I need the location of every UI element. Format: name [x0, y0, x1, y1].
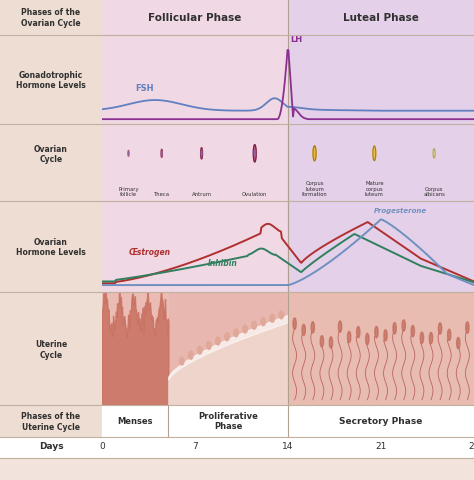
Text: 21: 21 [375, 441, 387, 450]
Ellipse shape [356, 327, 360, 338]
Bar [0, 125, 102, 202]
Ellipse shape [338, 321, 342, 333]
Ellipse shape [252, 322, 256, 330]
Ellipse shape [254, 151, 255, 157]
Ellipse shape [279, 311, 283, 319]
Bar [102, 0, 288, 36]
Text: 28: 28 [468, 441, 474, 450]
Bar [0, 0, 102, 36]
Bar [288, 36, 474, 125]
Ellipse shape [347, 332, 351, 343]
Ellipse shape [365, 334, 369, 345]
Bar [102, 202, 288, 293]
Text: Ovarian
Hormone Levels: Ovarian Hormone Levels [16, 238, 86, 257]
Ellipse shape [198, 347, 202, 354]
Text: Phases of the
Ovarian Cycle: Phases of the Ovarian Cycle [21, 8, 81, 28]
Text: Follicular Phase: Follicular Phase [148, 13, 242, 23]
Ellipse shape [393, 323, 396, 334]
Ellipse shape [375, 327, 378, 338]
Text: LH: LH [291, 35, 303, 44]
Ellipse shape [216, 337, 220, 345]
Bar [288, 125, 474, 202]
Ellipse shape [456, 338, 460, 349]
Text: Mature
corpus
luteum: Mature corpus luteum [365, 180, 384, 197]
Text: Theca: Theca [154, 192, 170, 197]
Bar [288, 293, 474, 406]
Bar [102, 125, 288, 202]
Ellipse shape [329, 337, 333, 348]
Ellipse shape [270, 314, 274, 323]
Text: Gonadotrophic
Hormone Levels: Gonadotrophic Hormone Levels [16, 71, 86, 90]
Bar [102, 406, 474, 437]
Text: 0: 0 [99, 441, 105, 450]
Text: Corpus
albicans: Corpus albicans [423, 186, 445, 197]
Bar [0, 406, 102, 437]
Text: Proliferative
Phase: Proliferative Phase [198, 411, 258, 430]
Text: Inhibin: Inhibin [208, 258, 238, 267]
Ellipse shape [243, 325, 247, 333]
Text: Corpus
luteum
formation: Corpus luteum formation [301, 180, 328, 197]
Text: Ovulation: Ovulation [242, 192, 267, 197]
Bar [0, 293, 102, 406]
Bar [288, 0, 474, 36]
Ellipse shape [433, 149, 435, 158]
Ellipse shape [201, 152, 202, 156]
Text: Primary
follicle: Primary follicle [118, 186, 139, 197]
Ellipse shape [411, 326, 414, 337]
Text: Menses: Menses [118, 416, 153, 425]
Text: FSH: FSH [135, 84, 154, 93]
Ellipse shape [225, 333, 229, 341]
Ellipse shape [201, 148, 202, 160]
Ellipse shape [373, 147, 376, 161]
Ellipse shape [402, 320, 405, 332]
Ellipse shape [311, 322, 314, 333]
Ellipse shape [447, 329, 451, 341]
Text: 7: 7 [192, 441, 198, 450]
Text: 14: 14 [283, 441, 293, 450]
Text: Phases of the
Uterine Cycle: Phases of the Uterine Cycle [21, 411, 81, 431]
Ellipse shape [293, 318, 296, 330]
Text: Ovarian
Cycle: Ovarian Cycle [34, 144, 68, 164]
Bar [288, 293, 474, 406]
Bar [0, 202, 102, 293]
Bar [102, 293, 168, 406]
Ellipse shape [302, 324, 305, 336]
Ellipse shape [253, 145, 256, 163]
Ellipse shape [161, 150, 163, 158]
Ellipse shape [465, 322, 469, 334]
Bar [0, 36, 102, 125]
Ellipse shape [207, 342, 211, 349]
Text: Days: Days [39, 441, 63, 450]
Ellipse shape [261, 318, 265, 326]
Bar [102, 36, 288, 125]
Text: Uterine
Cycle: Uterine Cycle [35, 339, 67, 359]
Ellipse shape [438, 323, 442, 335]
Ellipse shape [188, 351, 193, 360]
Ellipse shape [384, 330, 387, 341]
Ellipse shape [128, 151, 129, 157]
Text: Œstrogen: Œstrogen [128, 248, 171, 256]
Ellipse shape [313, 146, 316, 161]
Ellipse shape [320, 336, 324, 347]
Ellipse shape [234, 329, 238, 337]
Ellipse shape [429, 333, 433, 344]
Text: Luteal Phase: Luteal Phase [343, 13, 419, 23]
Bar [102, 293, 288, 406]
Text: Progesterone: Progesterone [374, 207, 428, 214]
Bar [288, 202, 474, 293]
Text: Secretory Phase: Secretory Phase [339, 416, 423, 425]
Ellipse shape [420, 332, 424, 344]
Text: Antrum: Antrum [191, 192, 211, 197]
Ellipse shape [179, 357, 184, 365]
